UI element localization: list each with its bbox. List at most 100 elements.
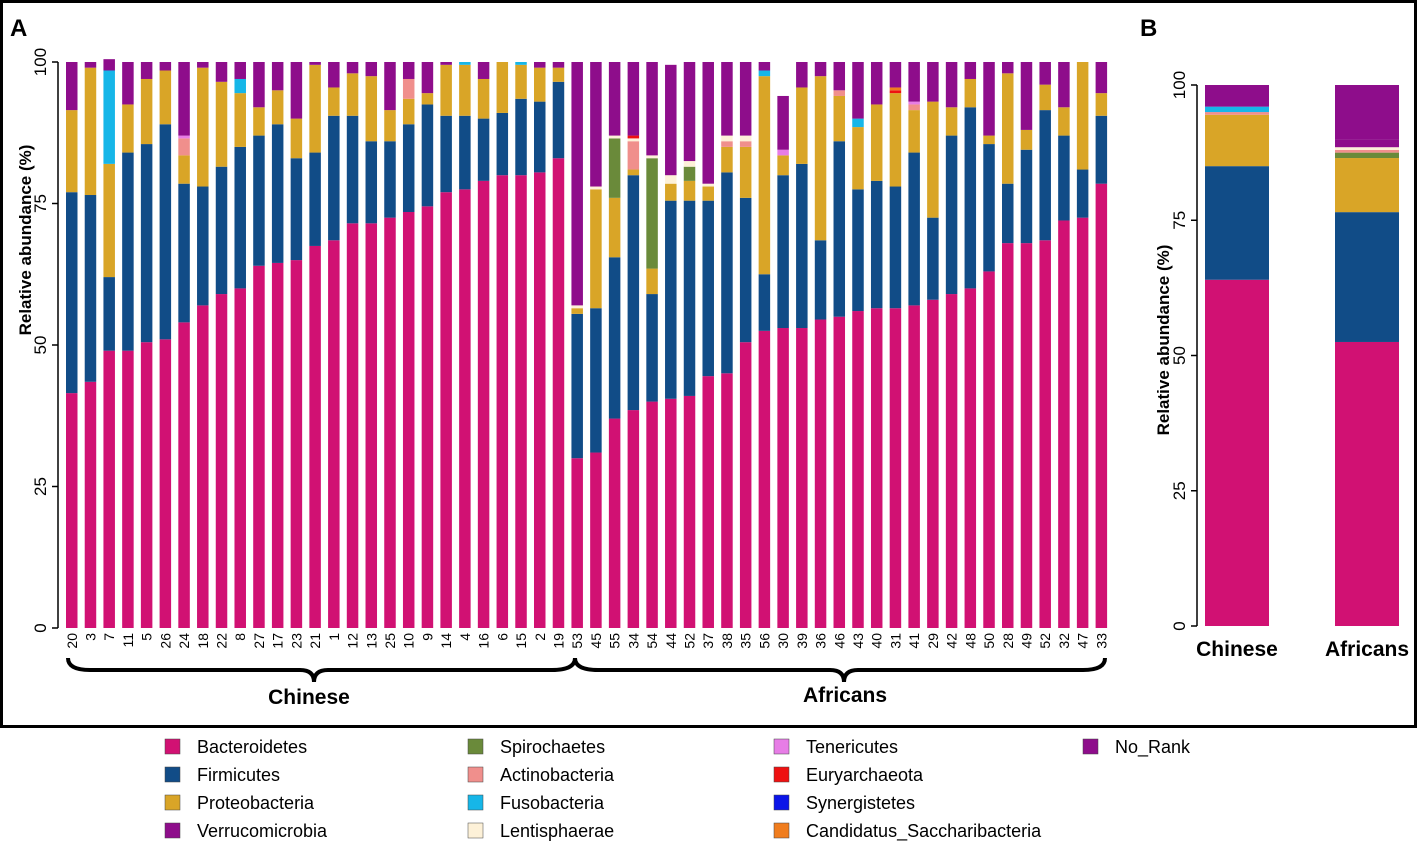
bar-segment-fusobacteria xyxy=(103,70,115,164)
sample-bar-27 xyxy=(253,62,265,628)
bar-segment-proteobacteria xyxy=(590,189,602,309)
bar-segment-no-rank xyxy=(1095,62,1108,94)
bar-segment-actinobacteria xyxy=(402,78,415,99)
sample-label: 2 xyxy=(532,633,548,641)
bar-segment-bacteroidetes xyxy=(665,398,677,628)
bar-segment-no-rank xyxy=(328,62,340,88)
bar-segment-proteobacteria xyxy=(253,107,265,136)
bar-segment-bacteroidetes xyxy=(964,288,977,628)
bar-segment-proteobacteria xyxy=(1020,129,1033,150)
bar-segment-firmicutes xyxy=(1095,115,1108,184)
sample-label: 15 xyxy=(513,633,529,649)
sample-label: 29 xyxy=(925,633,941,649)
bar-segment-proteobacteria xyxy=(459,64,471,116)
bar-segment-tenericutes xyxy=(777,149,789,156)
bar-segment-bacteroidetes xyxy=(440,192,452,628)
bar-segment-bacteroidetes xyxy=(814,319,827,628)
bar-segment-lentisphaerae xyxy=(683,161,696,167)
bar-segment-proteobacteria xyxy=(402,98,415,125)
sample-bar-39 xyxy=(796,62,808,628)
bar-segment-bacteroidetes xyxy=(215,294,228,628)
sample-bar-8 xyxy=(234,62,246,628)
bar-segment-bacteroidetes xyxy=(309,245,321,628)
sample-label: 33 xyxy=(1093,633,1109,649)
bar-segment-no-rank xyxy=(234,62,246,79)
legend-swatch xyxy=(773,766,790,783)
bar-segment-firmicutes xyxy=(1058,135,1070,221)
bar-segment-bacteroidetes xyxy=(384,217,396,628)
bar-segment-proteobacteria xyxy=(346,73,359,116)
bar-segment-proteobacteria xyxy=(852,127,864,190)
bar-segment-bacteroidetes xyxy=(253,265,265,628)
sample-label: 20 xyxy=(64,633,80,649)
legend-label: Actinobacteria xyxy=(500,765,615,785)
bar-segment-no-rank xyxy=(1335,85,1399,140)
sample-bar-56 xyxy=(758,62,771,628)
sample-label: 1 xyxy=(326,633,342,641)
sample-bar-10 xyxy=(402,62,415,629)
bar-segment-lentisphaerae xyxy=(721,135,733,142)
sample-label: 10 xyxy=(401,633,417,649)
sample-label: 22 xyxy=(214,633,230,649)
sample-bar-33 xyxy=(1095,62,1108,628)
legend-swatch xyxy=(773,822,790,839)
bar-segment-firmicutes xyxy=(178,183,190,323)
sample-label: 25 xyxy=(382,633,398,649)
bar-segment-proteobacteria xyxy=(683,180,696,201)
bar-segment-lentisphaerae xyxy=(627,138,640,142)
bar-segment-firmicutes xyxy=(159,124,172,340)
sample-bar-38 xyxy=(721,62,733,628)
bar-segment-no-rank xyxy=(421,62,434,94)
bar-segment-proteobacteria xyxy=(945,107,958,136)
sample-label: 50 xyxy=(981,633,997,649)
bar-segment-firmicutes xyxy=(908,152,920,306)
bar-segment-bacteroidetes xyxy=(571,458,583,628)
bar-segment-no-rank xyxy=(346,62,359,74)
sample-bar-21 xyxy=(309,62,321,628)
legend-item-tenericutes: Tenericutes xyxy=(773,737,898,757)
bar-segment-firmicutes xyxy=(945,135,958,295)
sample-label: 34 xyxy=(625,633,641,649)
bar-segment-proteobacteria xyxy=(1076,62,1089,170)
sample-bar-3 xyxy=(84,62,97,628)
bar-segment-no-rank xyxy=(683,62,696,162)
bar-segment-lentisphaerae xyxy=(646,155,658,159)
legend: Bacteroidetes Firmicutes Proteobacteria Ver… xyxy=(164,737,1191,842)
bar-segment-no-rank xyxy=(608,62,621,136)
y-tick-label: 0 xyxy=(1170,621,1189,630)
bar-segment-bacteroidetes xyxy=(702,376,714,628)
bar-segment-firmicutes xyxy=(496,112,509,176)
bar-segment-proteobacteria xyxy=(1205,114,1269,167)
bar-segment-bacteroidetes xyxy=(328,240,340,629)
bar-segment-bacteroidetes xyxy=(608,418,621,628)
bar-segment-proteobacteria xyxy=(964,78,977,108)
sample-bar-37 xyxy=(702,62,714,628)
bar-segment-firmicutes xyxy=(1002,183,1014,244)
bar-segment-proteobacteria xyxy=(870,104,883,181)
panel-a-y-axis: 0 25 50 75 100 xyxy=(31,48,59,633)
sample-bar-12 xyxy=(346,62,359,628)
bar-segment-firmicutes xyxy=(571,313,583,459)
bar-segment-verrucomicrobia xyxy=(1335,139,1399,148)
bar-segment-no-rank xyxy=(140,62,153,79)
bar-segment-firmicutes xyxy=(608,257,621,419)
bar-segment-no-rank xyxy=(103,59,115,71)
sample-label: 16 xyxy=(476,633,492,649)
bar-segment-firmicutes xyxy=(702,200,714,377)
legend-item-spirochaetes: Spirochaetes xyxy=(467,737,605,757)
bar-segment-firmicutes xyxy=(590,308,602,453)
sample-bar-17 xyxy=(271,62,284,628)
legend-swatch xyxy=(773,794,790,811)
bar-segment-no-rank xyxy=(927,62,939,102)
bar-segment-bacteroidetes xyxy=(833,316,846,628)
bar-segment-firmicutes xyxy=(197,186,209,306)
bar-segment-no-rank xyxy=(477,62,490,79)
bar-segment-bacteroidetes xyxy=(721,373,733,628)
sample-bar-44 xyxy=(665,64,677,628)
sample-bar-13 xyxy=(365,62,378,628)
sample-bar-15 xyxy=(515,62,527,628)
bar-segment-proteobacteria xyxy=(777,155,789,176)
bar-segment-firmicutes xyxy=(140,144,153,343)
bar-segment-actinobacteria xyxy=(721,141,733,147)
y-tick-label: 75 xyxy=(1170,211,1189,230)
